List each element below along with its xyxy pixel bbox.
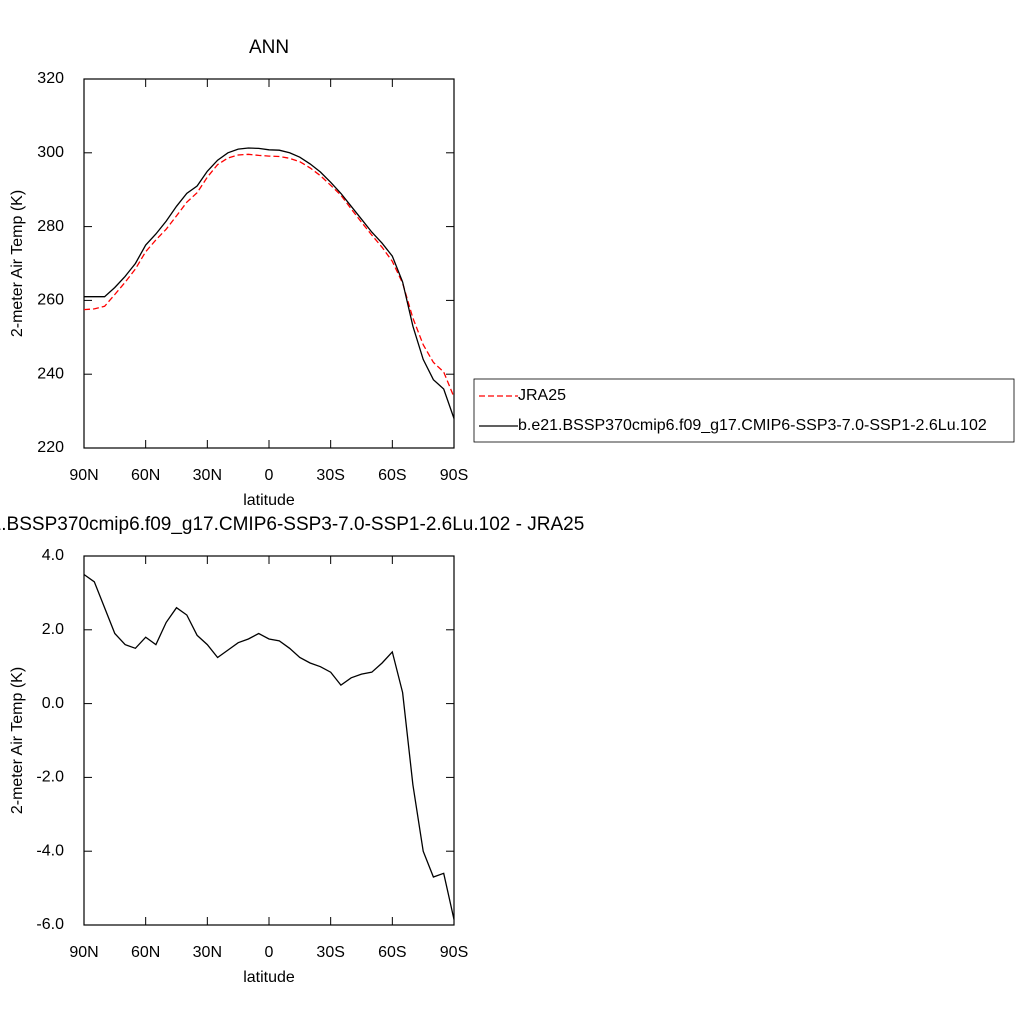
x-tick-label: 60S [378, 467, 406, 484]
x-tick-label: 90N [69, 944, 98, 961]
x-axis-label: latitude [243, 969, 295, 986]
y-tick-label: 2.0 [42, 621, 64, 638]
x-tick-label: 30S [316, 944, 344, 961]
y-tick-label: -2.0 [36, 769, 64, 786]
x-tick-label: 30N [193, 944, 222, 961]
x-tick-label: 90S [440, 944, 468, 961]
chart-title: b.e21.BSSP370cmip6.f09_g17.CMIP6-SSP3-7.… [0, 514, 584, 535]
x-tick-label: 90S [440, 467, 468, 484]
y-tick-label: -4.0 [36, 842, 64, 859]
data-line [83, 153, 455, 398]
x-tick-label: 0 [265, 467, 274, 484]
x-tick-label: 60N [131, 467, 160, 484]
data-line [83, 573, 455, 920]
x-tick-label: 30S [316, 467, 344, 484]
y-tick-label: -6.0 [36, 916, 64, 933]
x-tick-label: 0 [265, 944, 274, 961]
plot-frame [83, 555, 455, 926]
y-tick-label: 240 [37, 365, 64, 382]
x-axis-label: latitude [243, 492, 295, 509]
y-tick-label: 0.0 [42, 695, 64, 712]
y-tick-label: 280 [37, 218, 64, 235]
legend-box [473, 378, 1015, 443]
y-tick-label: 260 [37, 292, 64, 309]
y-axis-label: 2-meter Air Temp (K) [9, 667, 26, 814]
data-line [84, 147, 455, 419]
x-tick-label: 90N [69, 467, 98, 484]
legend-label: JRA25 [518, 387, 566, 404]
y-tick-label: 300 [37, 144, 64, 161]
y-tick-label: 220 [37, 439, 64, 456]
x-tick-label: 30N [193, 467, 222, 484]
y-tick-label: 320 [37, 70, 64, 87]
plot-frame [83, 78, 455, 449]
y-axis-label: 2-meter Air Temp (K) [9, 190, 26, 337]
y-tick-label: 4.0 [42, 547, 64, 564]
x-tick-label: 60N [131, 944, 160, 961]
chart-title: ANN [249, 37, 289, 58]
x-tick-label: 60S [378, 944, 406, 961]
legend-label: b.e21.BSSP370cmip6.f09_g17.CMIP6-SSP3-7.… [518, 417, 987, 434]
